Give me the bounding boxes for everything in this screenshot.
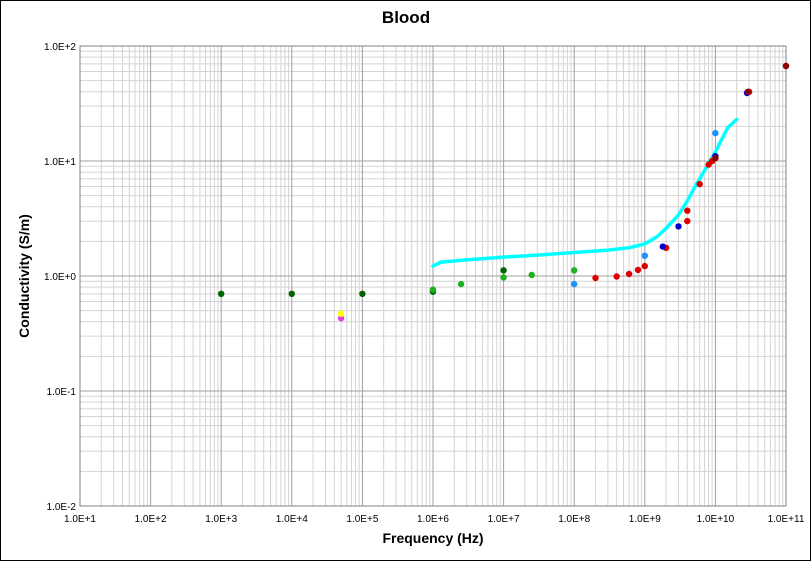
data-point [712,154,719,162]
data-point [218,290,225,297]
data-point [337,315,345,322]
y-tick-label: 1.0E-1 [47,387,77,398]
x-tick-label: 1.0E+4 [276,514,308,525]
data-point [696,180,703,188]
data-point [782,62,790,70]
data-point [641,252,648,259]
data-point [571,267,578,274]
y-axis-label: Conductivity (S/m) [16,214,32,338]
data-point [500,274,507,281]
model-curve-line [431,117,739,268]
data-point [613,273,620,280]
data-point [675,223,682,230]
data-point [457,280,465,288]
y-tick-label: 1.0E+2 [44,42,76,53]
data-point [634,266,642,274]
data-point [592,274,599,282]
x-tick-label: 1.0E+3 [205,514,237,525]
y-tick-label: 1.0E+0 [44,272,76,283]
x-axis-label: Frequency (Hz) [382,530,483,546]
x-tick-label: 1.0E+10 [697,514,735,525]
plot-area-border [79,45,787,507]
model-curve-layer [431,117,739,268]
chart-title: Blood [382,8,430,27]
data-point [712,129,719,137]
data-points-layer [218,62,790,322]
data-point [625,270,633,278]
x-tick-label: 1.0E+5 [346,514,378,525]
data-point [684,207,691,214]
x-tick-label: 1.0E+8 [558,514,590,525]
x-tick-label: 1.0E+1 [64,514,96,525]
data-point [641,262,648,270]
data-point [528,271,535,279]
data-point [359,290,366,297]
y-tick-label: 1.0E+1 [44,157,76,168]
x-tick-label: 1.0E+9 [629,514,661,525]
data-point [571,280,578,288]
x-tick-label: 1.0E+7 [488,514,520,525]
y-tick-label: 1.0E-2 [47,502,77,513]
data-point [429,286,437,293]
data-point [744,88,752,96]
x-tick-label: 1.0E+6 [417,514,449,525]
data-point [288,290,295,297]
x-tick-label: 1.0E+11 [768,514,805,525]
x-tick-label: 1.0E+2 [135,514,167,525]
x-tick-labels: 1.0E+1 1.0E+2 1.0E+3 1.0E+4 1.0E+5 1.0E+6 1.0E… [64,514,805,525]
y-tick-labels: 1.0E-2 1.0E-1 1.0E+0 1.0E+1 1.0E+2 [44,42,76,513]
data-point [337,310,345,317]
data-point [684,217,691,225]
data-point [500,267,507,274]
data-point [659,243,666,250]
